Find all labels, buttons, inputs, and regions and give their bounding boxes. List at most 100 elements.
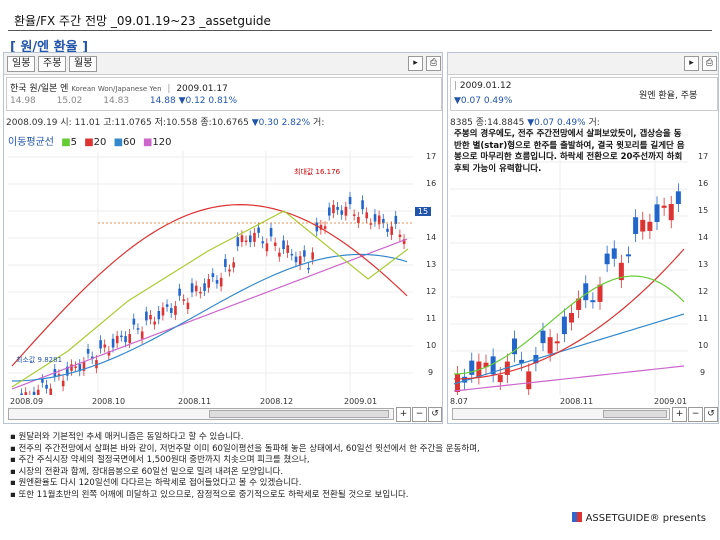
chart-scrollbar[interactable] [452,408,670,420]
symbol-pct: 0.81% [208,96,237,106]
candle [74,366,77,368]
symbol-name-en: Korean Won/Japanese Yen [71,85,162,93]
tab-monthly[interactable]: 월봉 [69,56,98,72]
candle [675,191,681,204]
candle [286,245,290,253]
list-item: ▪ 시장의 전환과 함께, 장대음봉으로 60일선 밑으로 밀려 내려온 모양입… [10,466,284,477]
candle [618,262,624,281]
candle [597,284,603,302]
print-icon[interactable]: ⎙ [426,56,441,71]
tab-daily[interactable]: 일봉 [7,56,36,72]
candle [526,371,532,390]
scrollbar-thumb[interactable] [209,410,389,418]
zoom-in-icon[interactable]: + [672,407,687,422]
ohlc-date: 8385 [450,118,473,128]
candle [111,338,115,348]
weekly-commentary: 주봉의 경우에도, 전주 주간전망에서 살펴보았듯이, 갭상승을 동반한 별(s… [454,129,685,174]
chart-toolbar: ▸ ⎙ [448,53,718,75]
candle [654,204,660,222]
x-label: 2008.10 [92,397,126,406]
ma60-line [453,313,685,385]
ohlc-pct: 2.82% [281,118,311,128]
symbol-close: 14.88 [149,96,176,106]
candle [261,241,265,244]
symbol-change: ▼0.12 [178,96,206,106]
candle [257,227,260,233]
y-label: 12 [426,287,437,296]
ohlc-change: ▼0.30 [251,118,279,128]
ma-legend-5: 5 [70,137,78,148]
candle [161,307,165,316]
ma-legend-20: 20 [93,137,107,148]
candle [490,356,496,375]
symbol-pct: 0.49% [483,96,513,106]
candle [194,285,198,292]
candle [103,344,107,348]
ma120-line [453,365,685,392]
candle [561,316,567,335]
scrollbar-thumb[interactable] [603,410,667,418]
candle [382,218,385,224]
candle [49,388,53,395]
x-label: 2008.11 [178,397,212,406]
candle [377,215,381,225]
candle [290,253,294,256]
candle [215,280,219,284]
ohlc-low: 저:10.558 [154,118,198,128]
candle [149,315,152,320]
list-item: ▪ 원엔환율도 다시 120일선에 다다르는 하락세로 접어들었다고 볼 수 있… [10,478,302,489]
candle [269,227,273,237]
tab-weekly[interactable]: 주봉 [38,56,67,72]
daily-chart-panel: 일봉 주봉 월봉 ▸ ⎙ 한국 원/일본 엔 Korean Won/Japane… [3,52,443,424]
ohlc-volume: 거: [588,118,600,128]
footer-brand: ASSETGUIDE® presents [571,512,706,524]
reset-icon[interactable]: ↺ [428,407,442,422]
candle [178,288,181,296]
y-label: 11 [698,314,709,323]
candle [99,340,102,349]
candle [203,283,206,291]
candle [469,360,475,375]
title-divider [8,30,712,31]
expand-icon[interactable]: ▸ [408,56,423,71]
candle [70,364,73,371]
candle [78,364,82,372]
zoom-out-icon[interactable]: − [688,407,703,422]
candle [323,226,327,229]
print-icon[interactable]: ⎙ [702,56,717,71]
candle [24,392,28,395]
candle [95,360,98,369]
candle [540,330,546,344]
candle [282,240,285,250]
candle [165,304,169,307]
candle [398,234,402,238]
y-label: 13 [698,260,709,269]
candle [298,256,302,266]
candle [590,300,596,303]
candle [36,389,40,395]
candle [633,217,639,234]
reset-icon[interactable]: ↺ [704,407,718,422]
candle [547,337,553,354]
candle [157,310,161,320]
expand-icon[interactable]: ▸ [684,56,699,71]
candle [211,273,215,278]
assetguide-logo-icon [571,512,582,522]
candle [361,200,364,210]
current-price-tag: 15 [415,207,431,216]
ohlc-high: 고:11.0765 [103,118,152,128]
zoom-in-icon[interactable]: + [396,407,411,422]
y-label: 10 [698,341,709,350]
candle [199,291,202,294]
chart-caption: 원엔 환율, 주봉 [639,91,698,101]
chart-scrollbar[interactable] [8,408,394,420]
candle [128,334,132,344]
candle [476,361,482,377]
symbol-info-box: 한국 원/일본 엔 Korean Won/Japanese Yen | 2009… [6,77,442,111]
y-label: 17 [426,152,437,161]
candle [512,338,517,355]
candle [315,222,319,232]
candle [352,214,356,216]
candle [611,248,617,259]
zoom-out-icon[interactable]: − [412,407,427,422]
